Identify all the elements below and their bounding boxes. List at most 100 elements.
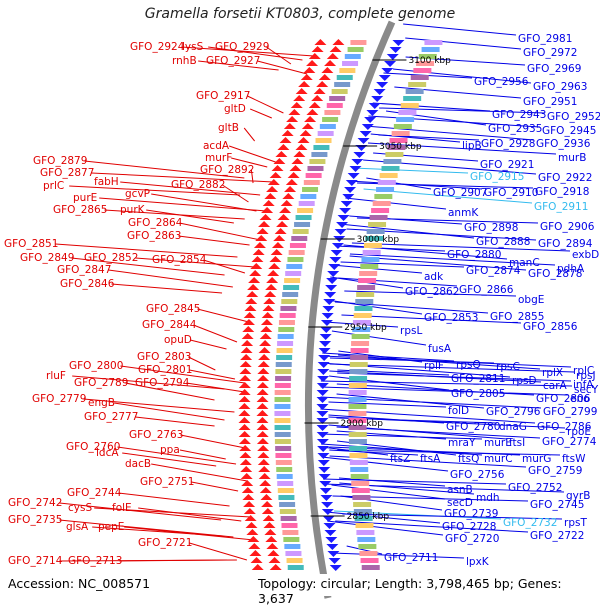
- forward-gene-arrow: [242, 494, 255, 500]
- gene-block: [274, 439, 291, 444]
- gene-block: [287, 257, 304, 262]
- gene-label-right: GFO_2878: [528, 268, 582, 280]
- gene-label-left: GFO_2851: [4, 238, 58, 250]
- gene-block: [351, 481, 370, 486]
- forward-gene-arrow: [252, 249, 265, 255]
- gene-label-right: GFO_2972: [523, 47, 577, 59]
- forward-gene-arrow: [258, 473, 271, 479]
- forward-gene-arrow: [266, 186, 279, 192]
- gene-block: [275, 376, 292, 381]
- gene-label-left: GFO_2800: [69, 360, 123, 372]
- forward-gene-arrow: [264, 193, 277, 199]
- gene-block: [349, 446, 368, 451]
- forward-gene-arrow: [295, 88, 308, 94]
- gene-label-left: folE: [112, 502, 132, 514]
- forward-gene-arrow: [261, 508, 274, 514]
- forward-gene-arrow: [241, 333, 254, 339]
- gene-block: [377, 180, 396, 185]
- gene-block: [358, 278, 377, 283]
- reverse-gene-arrow: [317, 453, 330, 459]
- gene-label-left: GFO_2779: [32, 393, 86, 405]
- reverse-gene-arrow: [334, 229, 347, 235]
- gene-label-left: GFO_2803: [137, 351, 191, 363]
- right-connector-line: [331, 484, 446, 500]
- left-connector-line: [208, 46, 303, 61]
- gene-label-left: GFO_2777: [84, 411, 138, 423]
- reverse-gene-arrow: [320, 327, 333, 333]
- gene-block: [383, 159, 402, 164]
- gene-block: [393, 124, 412, 129]
- reverse-gene-arrow: [317, 376, 330, 382]
- forward-gene-arrow: [276, 221, 289, 227]
- gene-block: [408, 82, 427, 87]
- gene-block: [277, 488, 294, 493]
- gene-label-right: manC: [509, 257, 540, 269]
- left-connector-line: [99, 197, 267, 212]
- forward-gene-arrow: [238, 431, 251, 437]
- right-connector-line: [322, 352, 455, 362]
- gene-block: [288, 250, 305, 255]
- forward-gene-arrow: [293, 95, 306, 101]
- reverse-gene-arrow: [317, 460, 330, 466]
- forward-gene-arrow: [242, 326, 255, 332]
- left-connector-line: [72, 375, 225, 390]
- forward-gene-arrow: [261, 312, 274, 318]
- reverse-gene-arrow: [345, 180, 358, 186]
- reverse-gene-arrow: [329, 257, 342, 263]
- reverse-gene-arrow: [376, 82, 389, 88]
- reverse-gene-arrow: [320, 495, 333, 501]
- gene-block: [276, 348, 293, 353]
- gene-block: [278, 495, 295, 500]
- gene-block: [274, 411, 291, 416]
- gene-label-right: rplF: [424, 360, 444, 372]
- gene-block: [357, 285, 376, 290]
- gene-block: [348, 418, 367, 423]
- gene-block: [315, 138, 332, 143]
- forward-gene-arrow: [257, 375, 270, 381]
- forward-gene-arrow: [239, 375, 252, 381]
- forward-gene-arrow: [257, 445, 270, 451]
- gene-label-left: glsA: [66, 521, 89, 533]
- gene-label-right: GFO_2894: [538, 238, 593, 250]
- gene-block: [300, 194, 317, 199]
- gene-block: [361, 257, 380, 262]
- forward-gene-arrow: [259, 333, 272, 339]
- right-connector-line: [327, 520, 444, 536]
- reverse-gene-arrow: [384, 61, 397, 67]
- gene-block: [294, 222, 311, 227]
- gene-label-right: infA: [573, 379, 594, 391]
- genome-backbone: [304, 20, 396, 599]
- gene-block: [277, 341, 294, 346]
- right-connector-line: [329, 375, 450, 391]
- gene-label-left: GFO_2877: [40, 167, 94, 179]
- gene-block: [326, 103, 343, 108]
- gene-label-right: fusA: [428, 343, 452, 355]
- forward-gene-arrow: [238, 382, 251, 388]
- left-connector-line: [189, 369, 236, 380]
- gene-block: [283, 285, 300, 290]
- forward-gene-arrow: [308, 102, 321, 108]
- forward-gene-arrow: [256, 382, 269, 388]
- gene-block: [363, 243, 382, 248]
- reverse-gene-arrow: [351, 159, 364, 165]
- gene-label-right: rpsD: [512, 375, 537, 387]
- left-connector-line: [135, 416, 215, 427]
- forward-gene-arrow: [238, 389, 251, 395]
- forward-gene-arrow: [279, 137, 292, 143]
- gene-label-right: lpxK: [466, 556, 490, 568]
- right-connector-line: [379, 107, 546, 114]
- gene-label-left: purE: [73, 192, 97, 204]
- forward-gene-arrow: [241, 340, 254, 346]
- gene-block: [319, 124, 336, 129]
- left-connector-line: [188, 356, 216, 371]
- reverse-gene-arrow: [316, 397, 329, 403]
- gene-block: [279, 502, 296, 507]
- right-connector-line: [352, 167, 469, 174]
- gene-block: [329, 96, 346, 101]
- left-connector-line: [71, 257, 225, 276]
- left-connector-line: [222, 184, 249, 203]
- forward-gene-arrow: [324, 60, 337, 66]
- gene-label-right: obgE: [518, 294, 544, 306]
- gene-block: [358, 544, 377, 549]
- gene-label-right: GFO_2745: [530, 499, 584, 511]
